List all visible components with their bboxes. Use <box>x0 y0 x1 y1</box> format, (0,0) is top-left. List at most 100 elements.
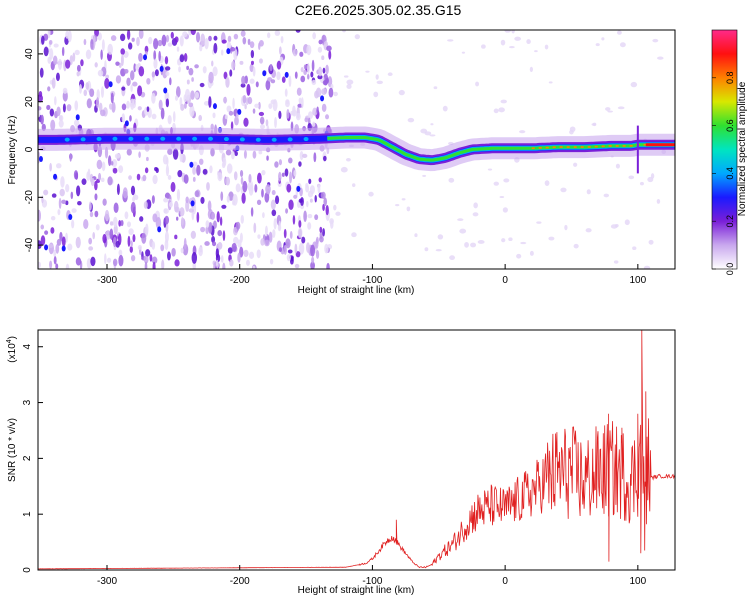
spectrogram-noise-blob <box>288 199 294 211</box>
spectrogram-noise-blob <box>433 86 438 90</box>
spectrogram-noise-blob <box>312 32 317 40</box>
spectrogram-noise-blob <box>235 221 241 230</box>
spectrogram-noise-blob <box>493 181 499 186</box>
snr-y-tick-label: 3 <box>22 399 33 405</box>
snr-x-tick-label: -100 <box>362 576 382 587</box>
spectrogram-noise-blob <box>206 182 210 191</box>
snr-scale-exponent: 4 <box>6 339 13 343</box>
spectrogram-noise-blob <box>258 150 263 155</box>
spectrogram-noise-blob <box>67 30 72 43</box>
spectrogram-noise-blob <box>213 35 218 41</box>
spectrogram-noise-blob <box>70 191 74 200</box>
spectrogram-noise-blob <box>75 236 81 249</box>
spectrogram-noise-blob <box>164 231 169 243</box>
spectrogram-noise-blob <box>321 103 327 112</box>
spectrogram-noise-blob <box>154 69 159 77</box>
spectrogram-noise-blob <box>264 225 268 237</box>
spectrogram-noise-blob <box>145 223 149 236</box>
spectrogram-noise-blob <box>179 151 183 163</box>
spectrogram-noise-blob <box>180 247 184 254</box>
spectrogram-noise-blob <box>151 256 158 264</box>
spectrogram-noise-blob <box>617 106 625 110</box>
spectrogram-noise-blob <box>138 52 143 62</box>
spectrogram-noise-blob <box>319 230 323 240</box>
spectrogram-noise-blob <box>294 263 300 269</box>
spectrogram-noise-blob <box>196 164 201 176</box>
spectrogram-noise-blob <box>144 261 148 269</box>
spectrogram-noise-blob <box>292 48 298 57</box>
spectrogram-noise-blob <box>146 77 151 85</box>
spectrogram-noise-blob <box>108 81 113 88</box>
spectrogram-noise-blob <box>231 60 236 70</box>
spectrogram-noise-blob <box>104 253 107 265</box>
spectrogram-noise-blob <box>60 176 65 188</box>
spectrogram-noise-blob <box>190 230 196 239</box>
spectrogram-noise-blob <box>61 46 65 57</box>
spectrogram-noise-blob <box>284 88 288 97</box>
spectrogram-noise-blob <box>222 262 226 269</box>
spectrogram-noise-blob <box>99 102 103 113</box>
spectrogram-noise-blob <box>143 54 148 61</box>
spectrogram-noise-blob <box>161 259 165 269</box>
spectrogram-noise-blob <box>534 50 538 53</box>
spectrogram-noise-blob <box>151 71 156 78</box>
spectrogram-noise-blob <box>283 228 287 239</box>
ridge-dot <box>64 137 70 142</box>
spectrogram-noise-blob <box>190 200 195 207</box>
spectrogram-noise-blob <box>127 42 133 50</box>
spectrogram-noise-blob <box>266 155 269 161</box>
spectrogram-noise-blob <box>116 183 120 196</box>
spectrogram-noise-blob <box>340 166 348 173</box>
spectrogram-noise-blob <box>184 88 191 101</box>
spectrogram-noise-blob <box>343 75 349 78</box>
spectrogram-noise-blob <box>144 167 149 174</box>
spectrogram-noise-blob <box>157 226 162 233</box>
spectrogram-noise-blob <box>49 260 53 269</box>
spectrogram-noise-blob <box>314 214 319 221</box>
spectrogram-noise-blob <box>437 234 444 240</box>
colorbar-label: Normalized spectral amplitude <box>737 81 748 216</box>
spectrogram-noise-blob <box>135 64 139 71</box>
spectrogram-noise-blob <box>333 204 337 211</box>
spectrogram-noise-blob <box>200 226 206 233</box>
spectrogram-noise-blob <box>573 243 579 249</box>
spectrogram-noise-blob <box>54 96 57 106</box>
spectrogram-noise-blob <box>101 161 106 172</box>
spectrogram-noise-blob <box>167 251 171 261</box>
spectrogram-noise-blob <box>41 35 45 45</box>
spectrogram-noise-blob <box>312 121 316 127</box>
spectrogram-noise-blob <box>211 236 216 243</box>
spectrogram-noise-blob <box>430 123 434 126</box>
spectrogram-noise-blob <box>126 100 130 109</box>
spectrogram-noise-blob <box>310 71 314 78</box>
spectrogram-noise-blob <box>240 214 244 224</box>
spectrogram-noise-blob <box>146 106 150 112</box>
spectrogram-noise-blob <box>192 176 196 182</box>
spectrogram-noise-blob <box>285 100 290 108</box>
spectrogram-noise-blob <box>38 94 43 103</box>
spectrogram-noise-blob <box>55 243 60 254</box>
spectrogram-noise-blob <box>298 228 302 238</box>
spectrogram-noise-blob <box>204 241 210 246</box>
spectrogram-noise-blob <box>89 88 95 97</box>
spectrogram-noise-blob <box>323 197 328 207</box>
spectrogram-noise-blob <box>346 83 352 89</box>
spectrogram-noise-blob <box>164 56 169 65</box>
spectrogram-noise-blob <box>322 228 325 237</box>
spectrogram-noise-blob <box>247 96 253 105</box>
spectrogram-noise-blob <box>560 187 567 193</box>
spectrogram-noise-blob <box>138 66 145 77</box>
spectrogram-noise-blob <box>160 107 165 120</box>
spectrogram-noise-blob <box>585 228 592 233</box>
spectrogram-noise-blob <box>83 89 88 97</box>
spectrogram-noise-blob <box>220 191 224 201</box>
spectrogram-noise-blob <box>227 247 233 254</box>
spectrogram-noise-blob <box>132 234 136 243</box>
spectrogram-noise-blob <box>130 254 136 262</box>
spectrogram-noise-blob <box>213 42 218 54</box>
spectrogram-y-axis-label: Frequency (Hz) <box>7 116 18 185</box>
ridge-dot <box>112 136 118 141</box>
spectrogram-noise-blob <box>211 60 214 67</box>
spectrogram-noise-blob <box>274 116 277 129</box>
snr-y-ticks: 0 1 2 3 4 <box>22 344 43 573</box>
